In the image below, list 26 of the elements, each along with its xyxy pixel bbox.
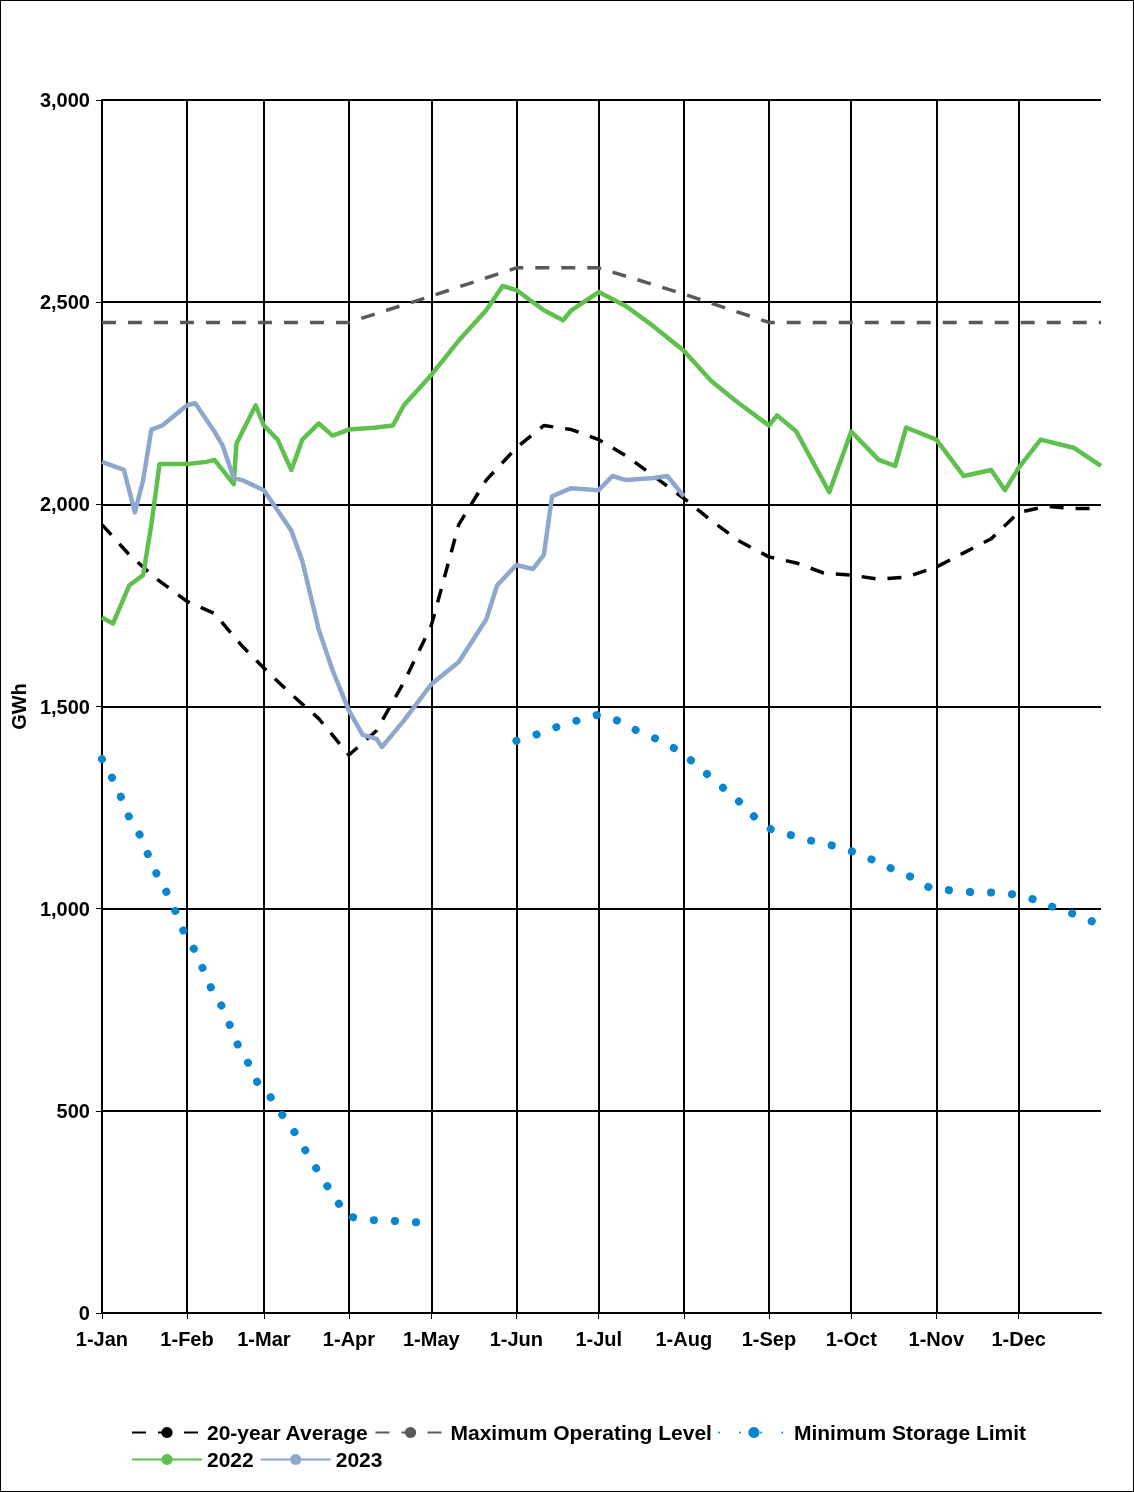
y-tick-label: 500 (56, 1099, 90, 1122)
y-tick-label: 2,000 (39, 493, 90, 516)
x-tick-label: 1-Jun (489, 1328, 544, 1350)
y-tick-label: 1,000 (39, 897, 90, 920)
x-tick-label: 1-Nov (908, 1328, 965, 1350)
line-series (99, 401, 687, 750)
y-axis-title: GWh (8, 683, 30, 730)
x-tick-label: 1-Oct (825, 1328, 878, 1350)
legend-label: 2022 (207, 1448, 254, 1471)
y-tick-label: 2,500 (39, 291, 90, 314)
x-tick-label: 1-May (402, 1328, 461, 1350)
legend-label: Minimum Storage Limit (793, 1421, 1027, 1444)
x-tick-label: 1-Apr (322, 1328, 376, 1350)
x-tick-label: 1-Jul (575, 1328, 623, 1350)
x-tick-label: 1-Feb (160, 1328, 214, 1350)
legend-label: Maximum Operating Level (450, 1421, 712, 1444)
x-tick-label: 1-Aug (655, 1328, 713, 1350)
x-tick-label: 1-Sep (741, 1328, 797, 1350)
legend-label: 20-year Average (207, 1421, 368, 1444)
x-tick-label: 1-Dec (991, 1328, 1046, 1350)
y-tick-label: 1,500 (39, 695, 90, 718)
x-tick-label: 1-Jan (75, 1328, 129, 1350)
legend-label: 2023 (335, 1448, 383, 1471)
y-tick-label: 3,000 (39, 89, 90, 111)
x-tick-label: 1-Mar (237, 1328, 291, 1350)
y-tick-label: 0 (78, 1302, 90, 1324)
